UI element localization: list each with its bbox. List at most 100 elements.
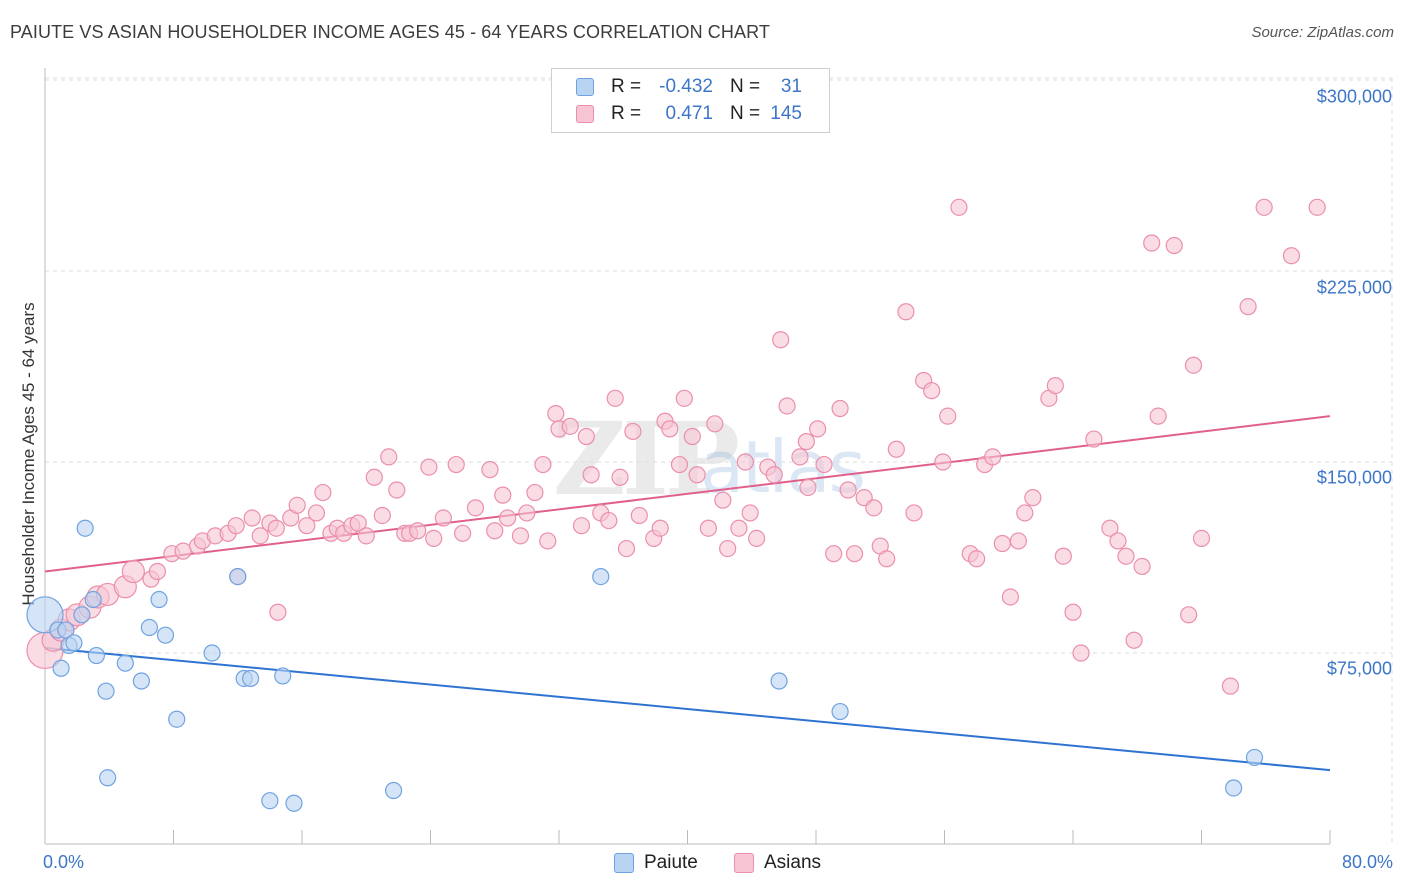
paiute-point bbox=[150, 590, 168, 609]
asian-point bbox=[1282, 247, 1301, 265]
paiute-point bbox=[770, 672, 788, 690]
paiute-points bbox=[26, 519, 1264, 812]
asian-point bbox=[1255, 198, 1273, 216]
asian-point bbox=[897, 303, 915, 321]
asian-point bbox=[736, 453, 754, 471]
asian-point bbox=[486, 522, 504, 540]
paiute-point bbox=[140, 618, 159, 637]
x-tick-label-max: 80.0% bbox=[1341, 852, 1393, 872]
asian-point bbox=[1117, 547, 1135, 565]
asian-point bbox=[706, 415, 724, 433]
asian-point bbox=[719, 539, 737, 558]
asian-point bbox=[1001, 588, 1019, 606]
asian-point bbox=[227, 517, 245, 535]
asian-point bbox=[714, 491, 732, 509]
paiute-point bbox=[229, 567, 247, 586]
paiute-legend-swatch bbox=[614, 853, 634, 873]
asian-point bbox=[380, 448, 398, 466]
asian-point bbox=[388, 481, 406, 499]
asian-point bbox=[839, 481, 857, 499]
gridlines bbox=[45, 77, 1393, 844]
asian-point bbox=[772, 331, 790, 349]
paiute-point bbox=[156, 626, 175, 644]
asian-point bbox=[534, 455, 552, 474]
correlation-legend: R = -0.432 N = 31 R = 0.471 N = 145 bbox=[551, 68, 830, 133]
asian-point bbox=[765, 466, 783, 484]
asian-point bbox=[582, 466, 600, 484]
asian-point bbox=[511, 527, 530, 545]
asian-point bbox=[539, 532, 557, 550]
asian-point bbox=[887, 440, 905, 458]
paiute-point bbox=[116, 654, 134, 672]
asian-point bbox=[269, 603, 287, 621]
x-tick-label-min: 0.0% bbox=[43, 852, 85, 872]
asian-point bbox=[561, 417, 579, 435]
asian-point bbox=[1085, 430, 1103, 448]
asian-point bbox=[815, 455, 833, 474]
asian-legend-swatch bbox=[734, 853, 754, 873]
paiute-point bbox=[52, 659, 70, 677]
asian-point bbox=[923, 382, 941, 400]
asian-point bbox=[797, 433, 815, 451]
asian-point bbox=[357, 527, 375, 545]
asian-point bbox=[825, 545, 843, 563]
asian-point bbox=[670, 455, 689, 474]
legend-n-value: 31 bbox=[780, 76, 802, 97]
asian-point bbox=[298, 517, 316, 535]
paiute-point bbox=[73, 606, 91, 624]
asian-point bbox=[494, 486, 512, 504]
asian-point bbox=[1180, 606, 1198, 624]
asian-point bbox=[683, 427, 701, 446]
asian-point bbox=[1308, 198, 1326, 216]
asian-point bbox=[420, 458, 438, 476]
asian-point bbox=[349, 514, 367, 532]
paiute-point bbox=[203, 644, 221, 662]
asian-point bbox=[606, 389, 624, 407]
source-label: Source: ZipAtlas.com bbox=[1251, 24, 1394, 41]
asian-point bbox=[577, 427, 595, 446]
asian-point bbox=[307, 504, 326, 522]
asian-point bbox=[1239, 298, 1257, 316]
asian-point bbox=[778, 397, 796, 415]
asian-point bbox=[409, 522, 427, 540]
asian-point bbox=[799, 478, 817, 497]
asian-point bbox=[1192, 529, 1211, 548]
asian-point bbox=[1072, 644, 1090, 662]
asian-point bbox=[1009, 532, 1027, 550]
asian-point bbox=[454, 524, 472, 542]
asian-point bbox=[699, 519, 717, 537]
paiute-point bbox=[274, 667, 292, 685]
asian-swatch bbox=[576, 105, 594, 123]
asian-point bbox=[600, 511, 618, 530]
asian-point bbox=[1016, 504, 1034, 522]
asian-point bbox=[1184, 356, 1203, 374]
legend-n-label: N = bbox=[730, 103, 761, 124]
legend-r-label: R = bbox=[611, 76, 642, 97]
asian-point bbox=[288, 496, 306, 514]
asian-point bbox=[1143, 234, 1161, 252]
asian-point bbox=[939, 407, 957, 425]
asian-point bbox=[1054, 547, 1072, 565]
asian-point bbox=[1133, 557, 1151, 576]
asian-point bbox=[611, 468, 629, 486]
asian-point bbox=[314, 483, 332, 502]
asian-point bbox=[547, 405, 565, 423]
asian-point bbox=[878, 550, 896, 568]
legend-n-label: N = bbox=[730, 76, 761, 97]
asian-point bbox=[481, 461, 499, 479]
asian-point bbox=[617, 539, 636, 558]
paiute-point bbox=[132, 672, 150, 690]
asian-point bbox=[373, 506, 391, 525]
asian-point bbox=[526, 483, 544, 502]
asian-point bbox=[809, 420, 827, 438]
asian-point bbox=[831, 399, 849, 418]
paiute-point bbox=[97, 682, 115, 700]
trendlines bbox=[44, 415, 1331, 772]
paiute-point bbox=[76, 519, 94, 537]
asian-point bbox=[791, 448, 809, 466]
asian-point bbox=[730, 519, 748, 537]
asian-point bbox=[661, 420, 679, 438]
chart-title: PAIUTE VS ASIAN HOUSEHOLDER INCOME AGES … bbox=[10, 22, 770, 42]
asian-point bbox=[434, 509, 452, 527]
